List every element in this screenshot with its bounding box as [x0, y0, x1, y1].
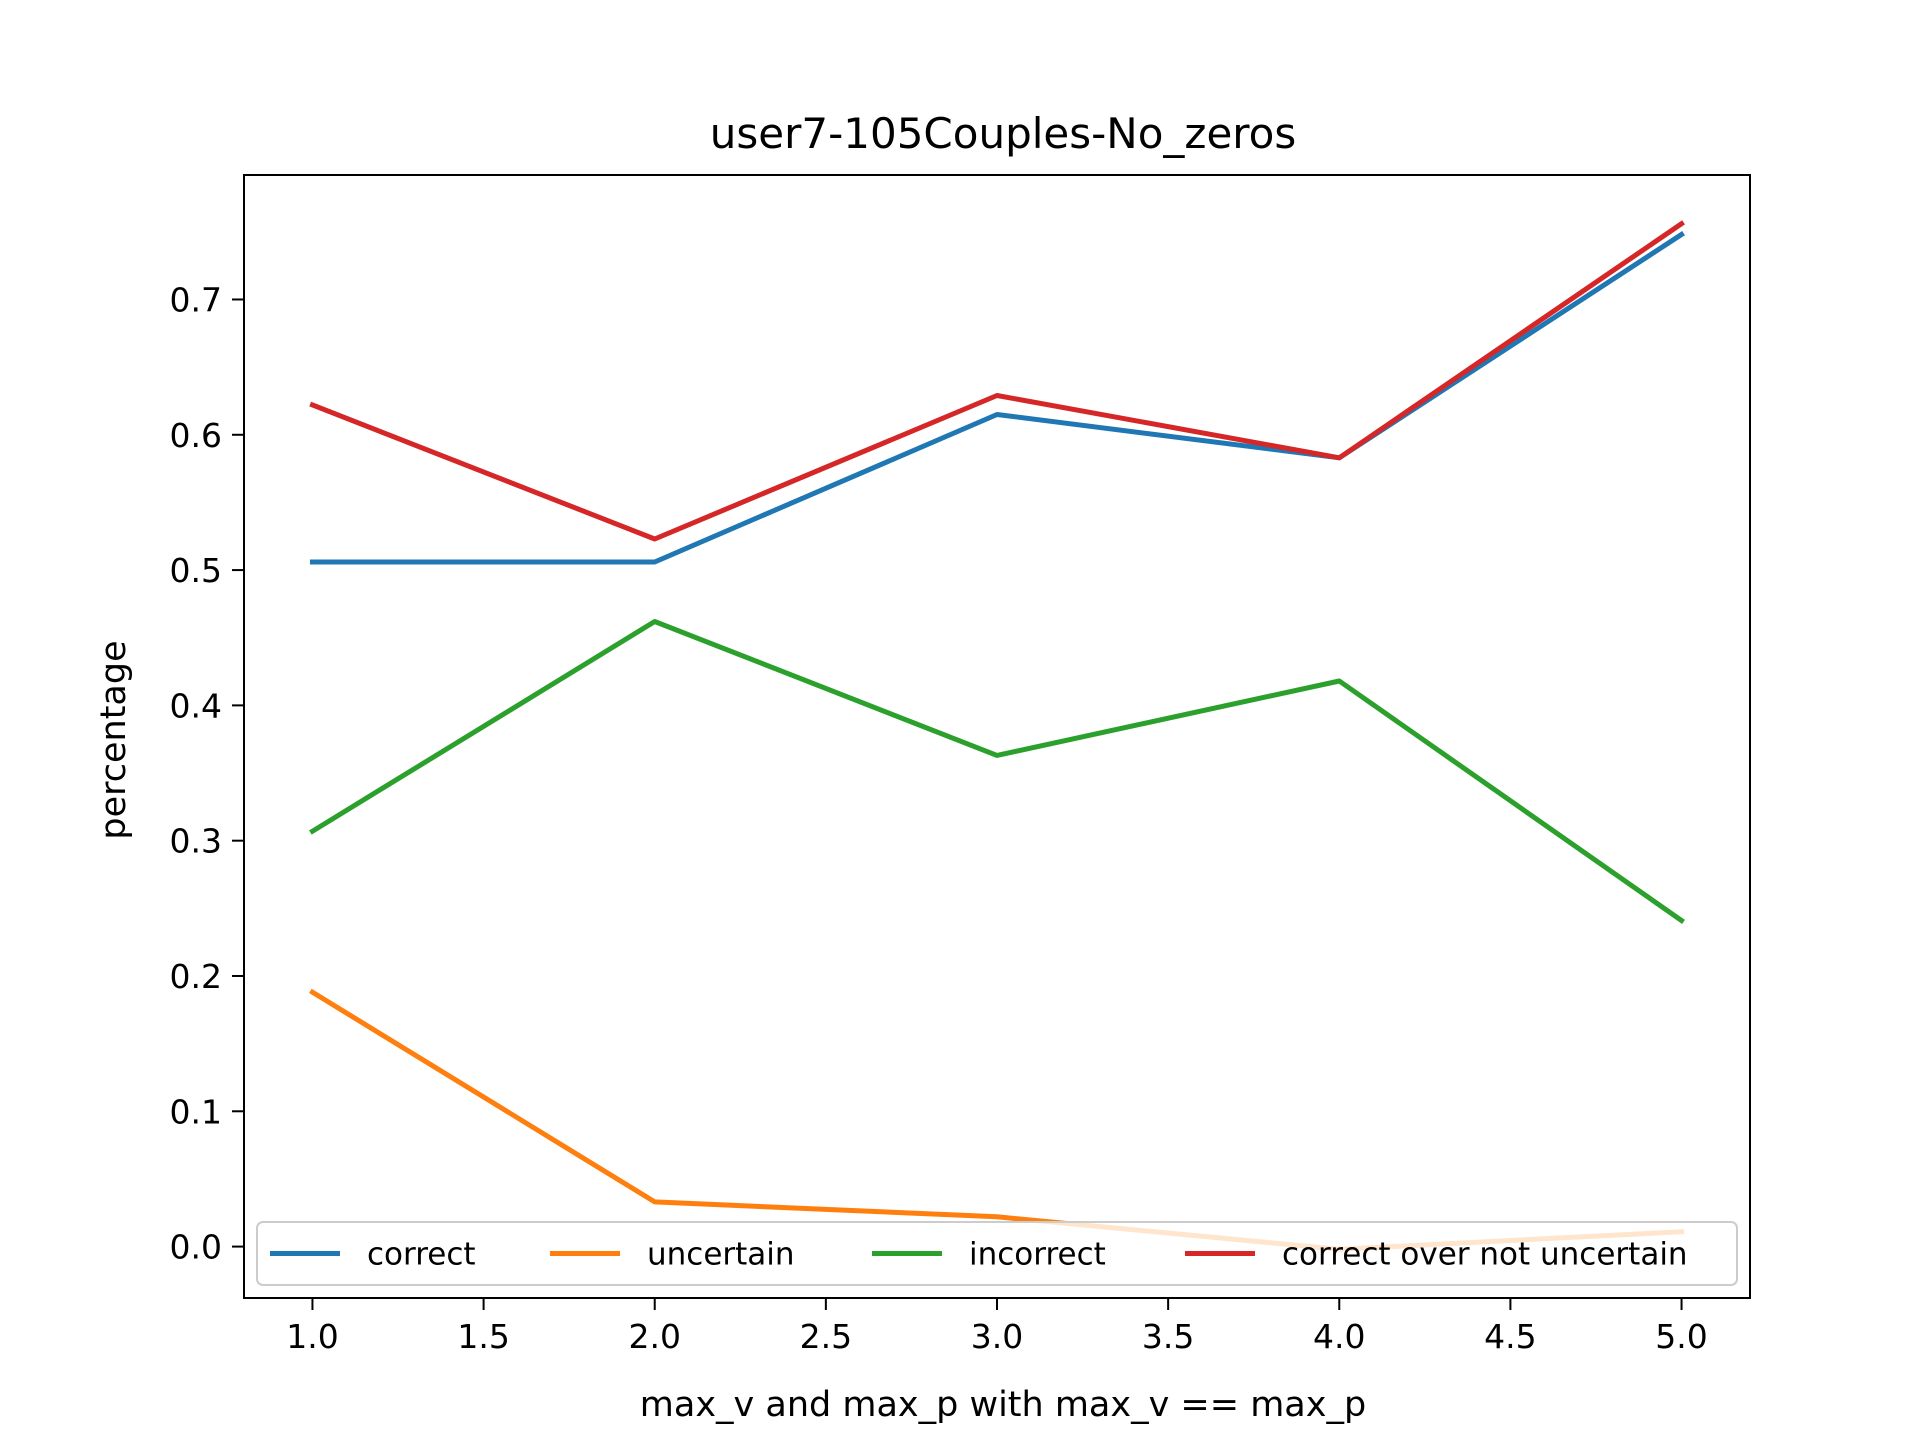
series-line-correct [310, 231, 1685, 565]
x-tick-label: 1.5 [457, 1317, 509, 1356]
y-tick-label: 0.1 [170, 1092, 222, 1131]
legend-label: correct over not uncertain [1282, 1237, 1688, 1273]
x-tick-label: 5.0 [1655, 1317, 1707, 1356]
plot-area: 1.0 1.5 2.0 2.5 3.0 3.5 4.0 4.5 5.0 0.0 0.1 0.2 0.3 0… [170, 174, 1751, 1356]
y-tick-label: 0.4 [170, 686, 222, 725]
x-tick-label: 3.5 [1142, 1317, 1194, 1356]
y-tick-label: 0.0 [170, 1228, 222, 1267]
legend: correct uncertain incorrect correct over no… [256, 1221, 1738, 1286]
x-tick-label: 4.5 [1484, 1317, 1536, 1356]
x-tick-label: 1.0 [286, 1317, 338, 1356]
series-line-incorrect [309, 619, 1685, 924]
y-axis-label: percentage [94, 640, 134, 839]
legend-label: uncertain [647, 1237, 795, 1273]
x-tick-label: 2.5 [800, 1317, 852, 1356]
legend-box [256, 1221, 1738, 1286]
y-tick-label: 0.6 [170, 416, 222, 455]
legend-label: incorrect [969, 1237, 1106, 1273]
x-tick-label: 2.0 [628, 1317, 680, 1356]
x-axis-label: max_v and max_p with max_v == max_p [640, 1385, 1366, 1425]
axes-frame [243, 174, 1751, 1299]
series-line-correct-over-not-uncertain [309, 220, 1685, 542]
y-tick-label: 0.3 [170, 822, 222, 861]
y-tick-label: 0.2 [170, 957, 222, 996]
x-tick-label: 4.0 [1313, 1317, 1365, 1356]
y-tick-label: 0.7 [170, 280, 222, 319]
x-tick-label: 3.0 [971, 1317, 1023, 1356]
legend-label: correct [367, 1237, 476, 1273]
y-tick-label: 0.5 [170, 551, 222, 590]
chart-title: user7-105Couples-No_zeros [710, 109, 1296, 158]
